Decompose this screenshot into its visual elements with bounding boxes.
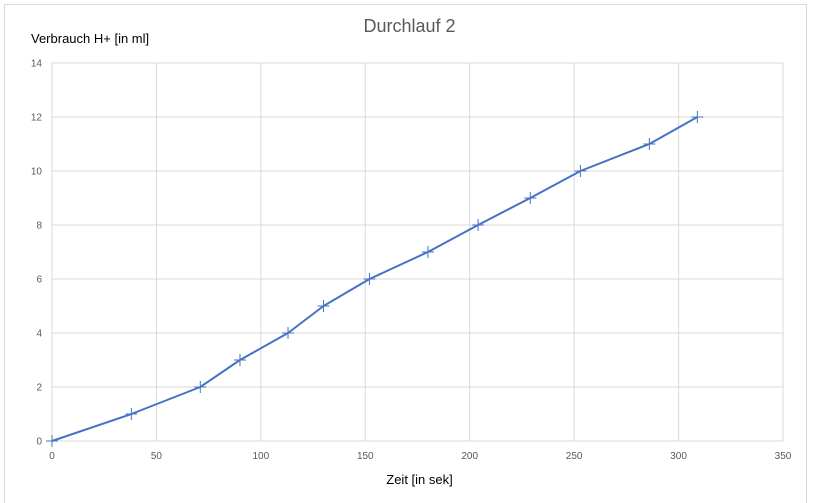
x-tick-label: 150: [357, 451, 374, 462]
x-tick-label: 300: [670, 451, 687, 462]
y-tick-label: 14: [31, 59, 43, 70]
x-axis-label: Zeit [in sek]: [386, 472, 453, 487]
y-tick-label: 6: [36, 275, 42, 286]
x-tick-label: 50: [151, 451, 163, 462]
x-tick-label: 200: [461, 451, 478, 462]
y-tick-label: 12: [31, 113, 43, 124]
y-tick-label: 8: [36, 221, 42, 232]
chart-title: Durchlauf 2: [363, 16, 456, 36]
data-point-marker: [363, 273, 376, 285]
x-tick-label: 250: [566, 451, 583, 462]
data-point-marker: [282, 327, 295, 339]
data-point-marker: [421, 246, 434, 258]
y-tick-label: 2: [36, 383, 42, 394]
data-point-marker: [46, 435, 58, 447]
data-point-marker: [574, 165, 587, 177]
x-tick-label: 350: [775, 451, 792, 462]
x-tick-label: 0: [49, 451, 55, 462]
y-tick-label: 0: [36, 437, 42, 448]
data-point-marker: [691, 111, 704, 123]
data-point-marker: [194, 381, 207, 393]
y-tick-label: 10: [31, 167, 43, 178]
series-layer: [46, 111, 704, 447]
chart-frame: [4, 4, 807, 503]
y-axis-label: Verbrauch H+ [in ml]: [31, 31, 150, 46]
data-point-marker: [643, 138, 656, 150]
grid-lines: [51, 62, 784, 442]
data-point-marker: [524, 192, 537, 204]
data-point-marker: [125, 408, 138, 420]
y-tick-label: 4: [36, 329, 42, 340]
tick-labels: 0 50 100 150 200 250 300 350 0 2 4 6 8 10 12 14: [31, 59, 792, 463]
data-point-marker: [317, 300, 330, 312]
data-point-marker: [472, 219, 485, 231]
x-tick-label: 100: [253, 451, 270, 462]
data-point-marker: [233, 354, 246, 366]
